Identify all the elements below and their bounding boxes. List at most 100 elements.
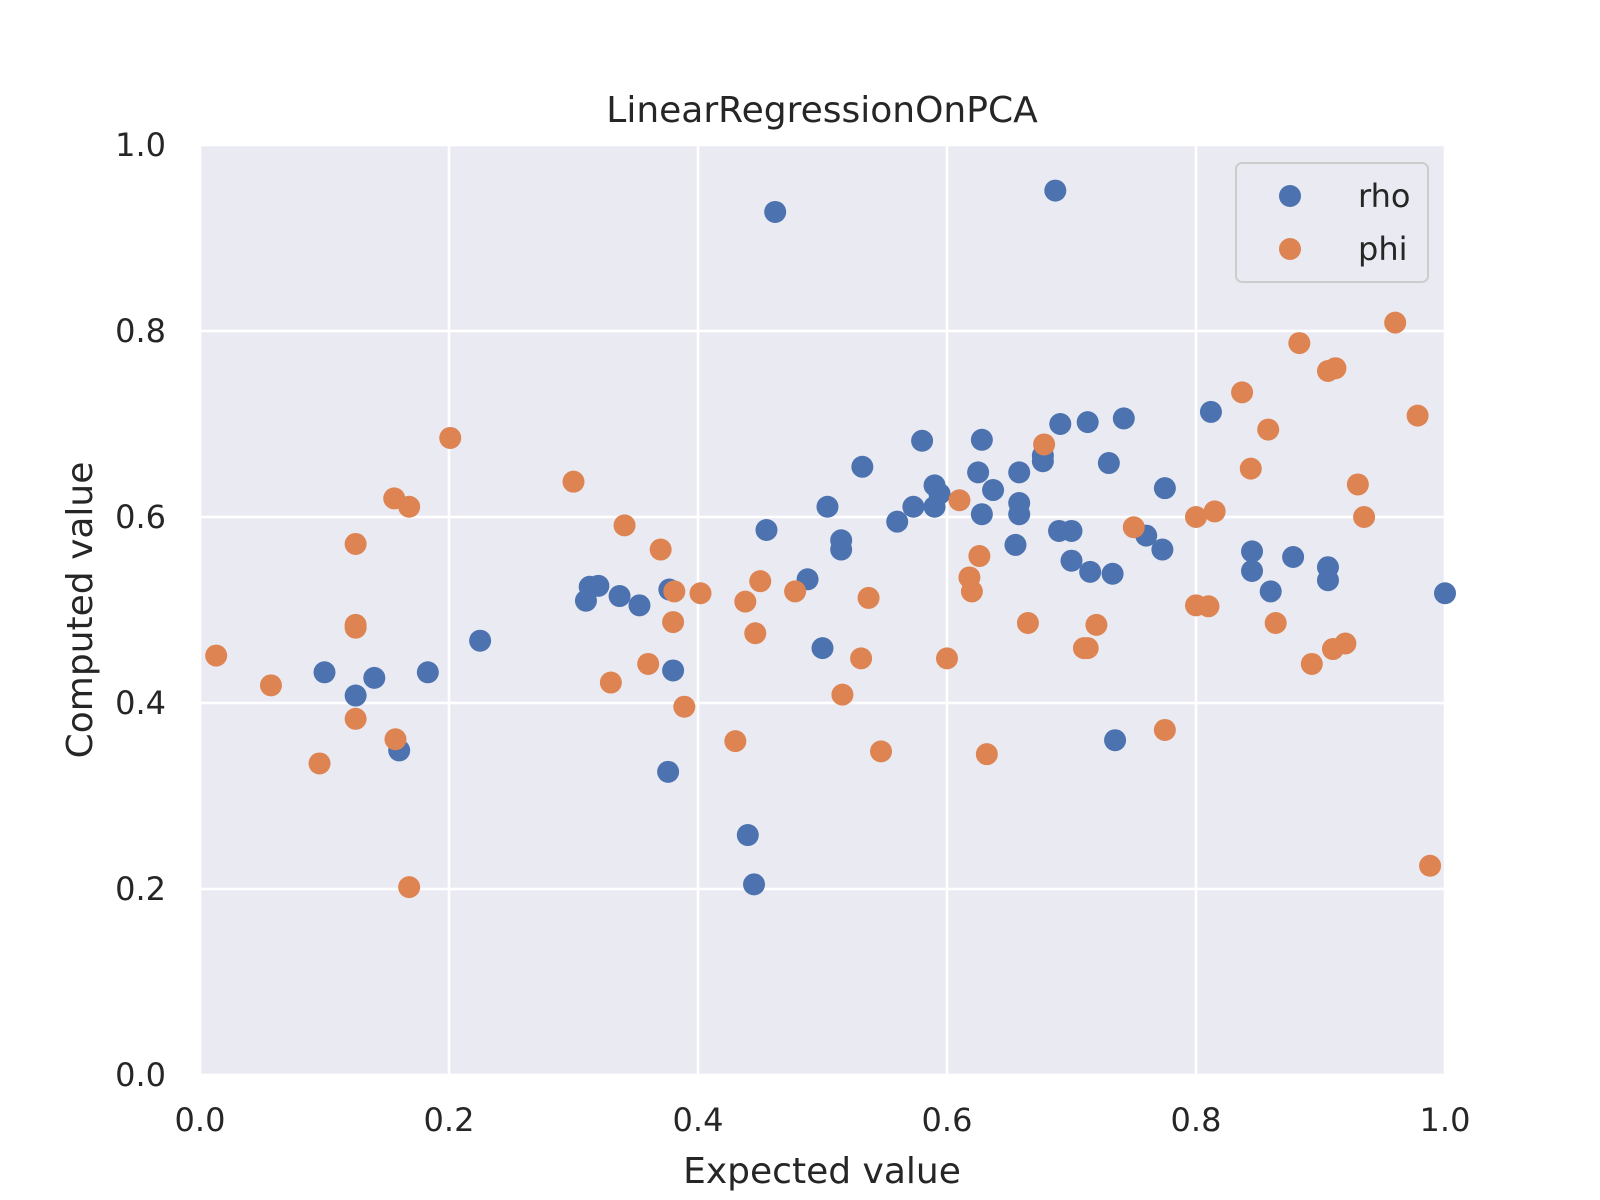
data-point-rho <box>1241 540 1264 563</box>
data-point-rho <box>1112 407 1135 430</box>
data-point-rho <box>1241 559 1264 582</box>
data-point-rho <box>755 519 778 542</box>
data-point-phi <box>831 683 854 706</box>
series-phi <box>205 311 1442 899</box>
data-point-rho <box>416 661 439 684</box>
data-point-rho <box>1008 461 1031 484</box>
data-point-rho <box>970 503 993 526</box>
series-rho <box>313 179 1456 896</box>
legend-label-phi: phi <box>1358 230 1407 268</box>
data-point-rho <box>816 495 839 518</box>
data-point-rho <box>982 479 1005 502</box>
data-point-phi <box>259 674 282 697</box>
legend-marker-phi <box>1279 238 1301 260</box>
data-point-phi <box>1300 652 1323 675</box>
data-point-rho <box>1153 477 1176 500</box>
data-point-phi <box>439 426 462 449</box>
data-point-phi <box>1033 433 1056 456</box>
data-point-rho <box>1060 549 1083 572</box>
data-point-rho <box>1076 411 1099 434</box>
data-point-phi <box>850 647 873 670</box>
data-point-phi <box>734 590 757 613</box>
data-point-rho <box>736 824 759 847</box>
data-point-phi <box>968 545 991 568</box>
data-point-rho <box>851 455 874 478</box>
legend-label-rho: rho <box>1358 177 1410 215</box>
data-point-phi <box>344 616 367 639</box>
data-point-phi <box>384 728 407 751</box>
data-point-rho <box>970 428 993 451</box>
y-tick-label: 1.0 <box>115 126 166 164</box>
data-point-phi <box>1346 473 1369 496</box>
data-point-phi <box>1324 357 1347 380</box>
data-point-rho <box>1004 533 1027 556</box>
y-tick-label: 0.8 <box>115 312 166 350</box>
data-point-phi <box>1239 457 1262 480</box>
data-point-phi <box>1264 612 1287 635</box>
data-point-phi <box>673 695 696 718</box>
x-tick-label: 0.0 <box>175 1101 226 1139</box>
data-point-phi <box>1197 595 1220 618</box>
data-points <box>205 179 1456 899</box>
data-point-rho <box>1104 729 1127 752</box>
data-point-rho <box>1259 580 1282 603</box>
data-point-rho <box>1199 400 1222 423</box>
data-point-rho <box>657 760 680 783</box>
data-point-rho <box>1049 413 1072 435</box>
data-point-rho <box>1097 452 1120 475</box>
data-point-rho <box>363 666 386 689</box>
data-point-phi <box>975 743 998 766</box>
x-axis-label: Expected value <box>683 1151 961 1192</box>
data-point-phi <box>308 752 331 775</box>
data-point-phi <box>344 707 367 730</box>
data-point-phi <box>749 570 772 593</box>
chart-title: LinearRegressionOnPCA <box>606 90 1038 131</box>
data-point-rho <box>1079 560 1102 583</box>
data-point-phi <box>1406 404 1429 427</box>
data-point-phi <box>1231 381 1254 404</box>
y-axis-label: Computed value <box>60 462 101 759</box>
data-point-phi <box>649 538 672 561</box>
x-tick-label: 0.6 <box>922 1101 973 1139</box>
data-point-phi <box>1185 506 1207 528</box>
x-tick-label: 0.8 <box>1171 1101 1222 1139</box>
data-point-rho <box>1434 582 1456 605</box>
data-point-rho <box>628 594 651 617</box>
data-point-phi <box>1334 632 1357 655</box>
legend: rho phi <box>1235 162 1429 283</box>
data-point-phi <box>948 489 971 512</box>
data-point-rho <box>967 461 990 484</box>
data-point-rho <box>344 684 367 707</box>
data-point-phi <box>1016 612 1039 635</box>
data-point-phi <box>205 644 228 667</box>
data-point-phi <box>724 730 747 753</box>
data-point-phi <box>689 582 712 605</box>
data-point-rho <box>662 659 685 682</box>
x-tick-label: 1.0 <box>1420 1101 1471 1139</box>
data-point-phi <box>870 740 893 763</box>
data-point-rho <box>911 429 934 452</box>
data-point-phi <box>784 580 807 603</box>
data-point-phi <box>344 532 367 555</box>
y-tick-label: 0.2 <box>115 870 166 908</box>
data-point-phi <box>637 652 660 675</box>
data-point-rho <box>886 510 909 533</box>
data-point-phi <box>1384 311 1407 334</box>
y-tick-label: 0.6 <box>115 498 166 536</box>
data-point-phi <box>1076 637 1099 660</box>
data-point-rho <box>1151 538 1174 561</box>
y-tick-labels: 0.0 0.2 0.4 0.6 0.8 1.0 <box>115 126 166 1094</box>
data-point-rho <box>608 585 631 608</box>
data-point-phi <box>662 611 685 634</box>
data-point-rho <box>811 637 834 660</box>
data-point-phi <box>562 470 585 493</box>
data-point-phi <box>936 647 958 670</box>
legend-marker-rho <box>1279 185 1301 207</box>
x-tick-labels: 0.0 0.2 0.4 0.6 0.8 1.0 <box>175 1101 1471 1139</box>
data-point-phi <box>398 876 421 899</box>
data-point-phi <box>1353 506 1376 528</box>
data-point-phi <box>744 622 767 645</box>
data-point-rho <box>469 629 492 652</box>
data-point-phi <box>1257 418 1280 441</box>
